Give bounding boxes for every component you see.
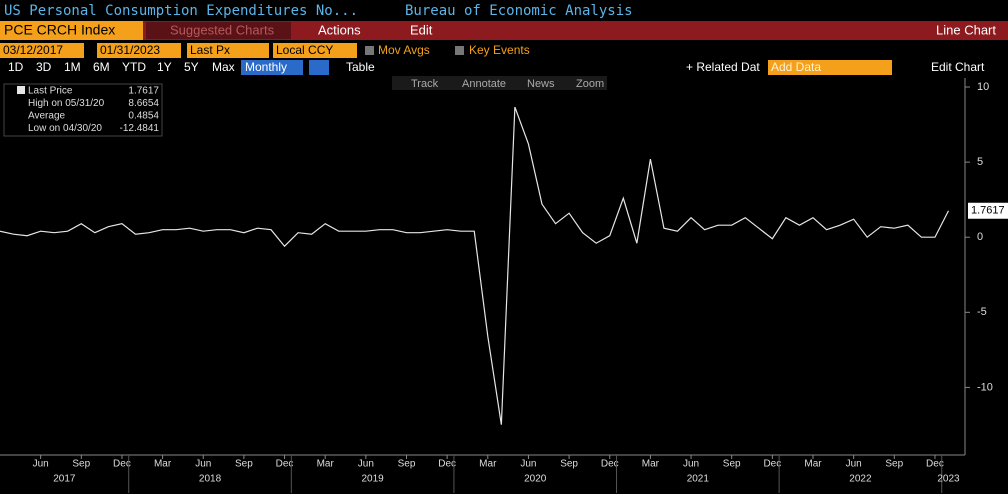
end-date: 01/31/2023	[100, 43, 160, 57]
legend-value: 1.7617	[128, 86, 159, 97]
ticker-box[interactable]	[0, 21, 143, 40]
edit-chart[interactable]: Edit Chart	[931, 60, 985, 74]
tool[interactable]: Zoom	[576, 78, 604, 90]
security-title: US Personal Consumption Expenditures No.…	[4, 3, 358, 19]
frequency: Monthly	[245, 60, 287, 74]
x-tick-label: Dec	[438, 459, 456, 470]
chart-tools-bar	[392, 76, 607, 90]
period[interactable]: 1M	[64, 60, 81, 74]
x-tick-label: Dec	[601, 459, 619, 470]
y-tick-label: 5	[977, 156, 983, 168]
x-tick-label: Sep	[885, 459, 903, 470]
y-tick-label: -10	[977, 381, 993, 393]
period[interactable]: 1D	[8, 60, 24, 74]
x-tick-label: Sep	[235, 459, 253, 470]
x-tick-label: Jun	[846, 459, 862, 470]
year-label: 2017	[53, 474, 76, 485]
x-tick-label: Dec	[113, 459, 131, 470]
x-tick-label: Dec	[763, 459, 781, 470]
field: Last Px	[190, 43, 230, 57]
x-tick-label: Jun	[358, 459, 374, 470]
year-label: 2022	[849, 474, 872, 485]
legend-value: -12.4841	[120, 123, 160, 134]
suggested-button[interactable]	[146, 22, 291, 39]
year-label: 2021	[687, 474, 710, 485]
tool[interactable]: Track	[411, 78, 439, 90]
line-series	[0, 106, 950, 425]
chart-tools: Track Annotate News Zoom	[411, 78, 604, 90]
x-tick-label: Sep	[723, 459, 741, 470]
y-tick-label: 10	[977, 81, 989, 93]
x-tick-label: Mar	[154, 459, 172, 470]
mov-avgs: Mov Avgs	[378, 43, 430, 57]
year-label: 2020	[524, 474, 547, 485]
frequency-box[interactable]	[241, 60, 303, 75]
period[interactable]: YTD	[122, 60, 146, 74]
legend-label: Last Price	[28, 86, 73, 97]
x-tick-label: Sep	[398, 459, 416, 470]
x-tick-label: Jun	[520, 459, 536, 470]
x-tick-label: Jun	[33, 459, 49, 470]
legend-box	[3, 83, 163, 137]
checkbox[interactable]	[365, 46, 374, 55]
period[interactable]: 3D	[36, 60, 52, 74]
y-tick-label: 0	[977, 231, 983, 243]
period[interactable]: 6M	[93, 60, 110, 74]
y-tick-label: -5	[977, 306, 987, 318]
year-label: 2023	[937, 474, 960, 485]
x-tick-label: Dec	[276, 459, 294, 470]
field-box[interactable]	[187, 43, 269, 58]
ticker: PCE CRCH Index	[4, 22, 115, 38]
suggested: Suggested Charts	[170, 22, 275, 37]
x-tick-label: Mar	[479, 459, 497, 470]
x-tick-label: Mar	[317, 459, 335, 470]
chart-kind: Line Chart	[936, 22, 996, 37]
add-data: Add Data	[771, 60, 821, 74]
x-tick-label: Mar	[642, 459, 660, 470]
last-price-label: 1.7617	[971, 205, 1005, 217]
start-date: 03/12/2017	[3, 43, 63, 57]
x-tick-label: Jun	[683, 459, 699, 470]
legend-label: Average	[28, 111, 66, 122]
actions[interactable]: Actions	[318, 22, 361, 37]
currency-box[interactable]	[273, 43, 357, 58]
legend-swatch	[17, 86, 25, 94]
chart-icon[interactable]	[309, 60, 329, 75]
period[interactable]: Max	[212, 60, 235, 74]
plot: 10 5 0 -5 -10 Jun Sep Dec Mar Jun Sep Dec Mar Jun Sep D…	[0, 78, 1008, 493]
x-tick-label: Dec	[926, 459, 944, 470]
legend-label: Low on 04/30/20	[28, 123, 102, 134]
x-tick-label: Jun	[195, 459, 211, 470]
checkbox[interactable]	[455, 46, 464, 55]
related[interactable]: + Related Dat	[686, 60, 760, 74]
edit[interactable]: Edit	[410, 22, 433, 37]
key-events: Key Events	[469, 43, 530, 57]
x-tick-label: Sep	[560, 459, 578, 470]
legend-label: High on 05/31/20	[28, 98, 105, 109]
table[interactable]: Table	[346, 60, 375, 74]
currency: Local CCY	[276, 43, 333, 57]
source: Bureau of Economic Analysis	[405, 3, 633, 19]
x-tick-label: Sep	[72, 459, 90, 470]
legend-value: 0.4854	[128, 111, 159, 122]
last-price-tag	[968, 202, 1008, 219]
period[interactable]: 5Y	[184, 60, 199, 74]
year-label: 2019	[362, 474, 385, 485]
start-box[interactable]	[0, 43, 84, 58]
tool[interactable]: News	[527, 78, 555, 90]
end-box[interactable]	[97, 43, 181, 58]
add-data-box[interactable]	[768, 60, 892, 75]
year-label: 2018	[199, 474, 222, 485]
legend-value: 8.6654	[128, 98, 159, 109]
tool[interactable]: Annotate	[462, 78, 506, 90]
period[interactable]: 1Y	[157, 60, 172, 74]
period-buttons: 1D 3D 1M 6M YTD 1Y 5Y Max	[8, 60, 235, 74]
x-tick-label: Mar	[804, 459, 822, 470]
